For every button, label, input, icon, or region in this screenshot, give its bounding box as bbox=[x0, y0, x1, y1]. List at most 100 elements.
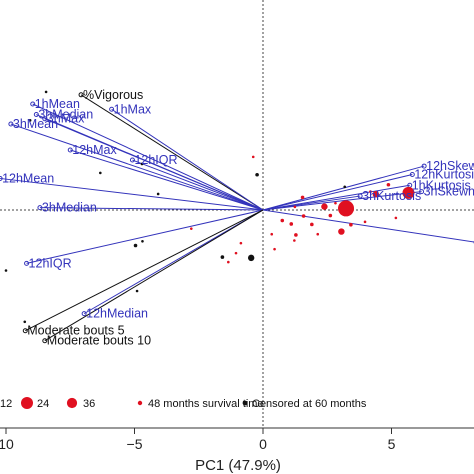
loading-label: 12hIQR bbox=[29, 256, 72, 270]
loading-vector bbox=[83, 209, 264, 315]
loading-label: 12hKurtosis bbox=[414, 167, 474, 181]
loading-label: 12hMax bbox=[72, 143, 117, 157]
data-point bbox=[28, 119, 32, 122]
loading-vector-end bbox=[81, 311, 87, 317]
loading-vector bbox=[80, 94, 264, 211]
loading-vector-end bbox=[22, 328, 28, 334]
loading-vector-end bbox=[42, 116, 48, 122]
legend-label: Censored at 60 months bbox=[252, 398, 367, 410]
data-point bbox=[301, 214, 306, 218]
legend-label: 48 months survival time bbox=[148, 398, 264, 410]
loading-label: 12hMean bbox=[2, 171, 54, 185]
loading-label: 3hMedian bbox=[42, 201, 97, 215]
data-point bbox=[293, 205, 297, 209]
loading-vector-end bbox=[37, 205, 43, 211]
data-point bbox=[289, 222, 294, 226]
data-point bbox=[310, 222, 314, 227]
loading-vector-end bbox=[421, 163, 427, 169]
loading-label: 3hMedian bbox=[38, 108, 93, 122]
data-point bbox=[270, 232, 274, 236]
legend-label: 12 bbox=[0, 398, 12, 410]
loading-label: 3hMean bbox=[13, 117, 58, 131]
loading-label: 12hMedian bbox=[86, 307, 148, 321]
loading-vector bbox=[25, 209, 264, 332]
data-point bbox=[294, 233, 298, 237]
data-point bbox=[349, 222, 353, 227]
loading-vector-end bbox=[129, 157, 135, 163]
data-point bbox=[394, 216, 398, 220]
x-tick-label: −5 bbox=[127, 436, 143, 452]
observation-points-layer bbox=[4, 90, 415, 324]
loading-vector bbox=[262, 184, 410, 211]
data-point bbox=[239, 241, 243, 245]
data-point bbox=[372, 191, 380, 198]
x-tick-label: 10 bbox=[0, 436, 14, 452]
loading-vector bbox=[0, 177, 264, 211]
data-point bbox=[300, 195, 305, 200]
loading-label: 1hMax bbox=[114, 102, 152, 116]
data-point bbox=[156, 192, 160, 196]
data-point bbox=[23, 320, 27, 324]
data-point bbox=[343, 185, 347, 189]
loading-vector-end bbox=[30, 101, 36, 107]
loading-label: 3hKurtosis bbox=[362, 189, 421, 203]
loading-label: 3hSkewne bbox=[424, 185, 474, 199]
loading-vector-end bbox=[0, 175, 3, 181]
data-point bbox=[133, 243, 138, 248]
x-tick-label: 0 bbox=[259, 436, 267, 452]
loading-label: 12hSkewne bbox=[426, 159, 474, 173]
data-point bbox=[255, 172, 259, 177]
loading-vector-end bbox=[409, 171, 415, 177]
data-point bbox=[227, 260, 230, 264]
data-point bbox=[247, 254, 255, 262]
loading-vector-end bbox=[357, 193, 363, 199]
loading-vector bbox=[262, 165, 425, 211]
loading-vector bbox=[32, 103, 264, 211]
data-point bbox=[363, 220, 367, 224]
loading-label: 12hIQR bbox=[134, 153, 177, 167]
data-point bbox=[328, 213, 333, 218]
data-point bbox=[280, 218, 285, 223]
loading-vectors-layer bbox=[0, 92, 474, 344]
loading-vector bbox=[132, 159, 264, 211]
x-axis-ticks: 10 −5 0 5 bbox=[0, 428, 396, 452]
data-point bbox=[140, 162, 144, 166]
loading-vector bbox=[262, 195, 361, 211]
loading-vector bbox=[26, 209, 264, 264]
loading-vector bbox=[44, 118, 264, 211]
loading-vector-end bbox=[8, 121, 14, 127]
legend-symbol bbox=[21, 397, 33, 409]
data-point bbox=[273, 247, 276, 251]
loading-vector bbox=[70, 149, 264, 211]
loading-label: 3hMax bbox=[47, 112, 85, 126]
loading-vector-end bbox=[42, 338, 48, 344]
legend-symbol bbox=[66, 397, 78, 409]
x-axis-label: PC1 (47.9%) bbox=[195, 457, 281, 474]
loading-vector bbox=[111, 108, 264, 211]
data-point bbox=[234, 251, 238, 255]
loading-vector bbox=[10, 123, 264, 211]
loading-vector bbox=[39, 207, 264, 211]
legend-symbol bbox=[137, 400, 143, 406]
loading-label: Moderate bouts 5 bbox=[27, 324, 124, 338]
loading-vector bbox=[262, 209, 474, 243]
loading-label: %Vigorous bbox=[83, 88, 143, 102]
data-point bbox=[334, 201, 337, 205]
data-point bbox=[386, 182, 391, 187]
data-point bbox=[316, 232, 320, 236]
data-point bbox=[338, 200, 355, 217]
data-point bbox=[99, 171, 102, 175]
loading-vector bbox=[262, 174, 413, 211]
loading-vector-end bbox=[419, 189, 425, 195]
data-point bbox=[338, 228, 345, 235]
x-tick-label: 5 bbox=[388, 436, 396, 452]
data-point bbox=[293, 239, 296, 242]
loading-vector bbox=[262, 191, 422, 211]
data-point bbox=[369, 190, 372, 193]
loading-vector-end bbox=[109, 106, 115, 112]
data-point bbox=[135, 289, 139, 293]
legend-symbol bbox=[242, 400, 248, 406]
